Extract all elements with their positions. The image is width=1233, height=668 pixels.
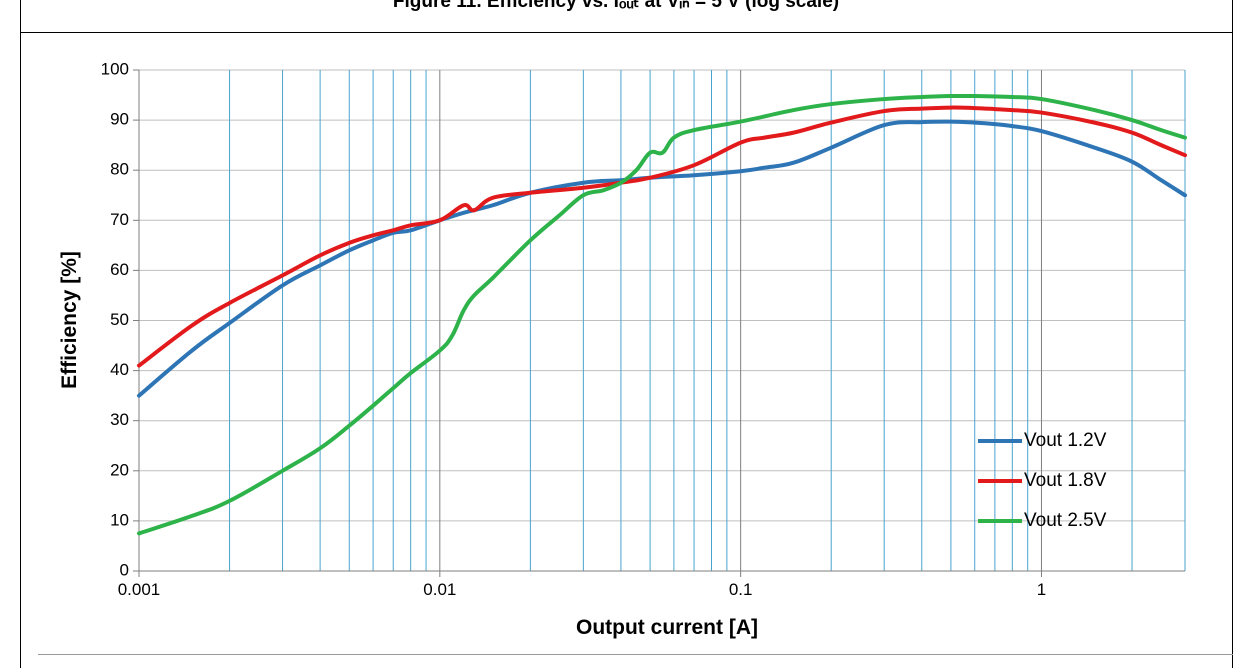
series-line-2 xyxy=(137,105,1187,368)
x-tick-label: 0.1 xyxy=(729,580,753,599)
legend-label: Vout 1.2V xyxy=(1024,430,1107,451)
y-tick-label: 60 xyxy=(110,260,129,279)
x-tick-label: 1 xyxy=(1037,580,1046,599)
y-tick-label: 20 xyxy=(110,460,129,479)
y-tick-label: 30 xyxy=(110,410,129,429)
y-tick-label: 40 xyxy=(110,360,129,379)
y-tick-label: 50 xyxy=(110,310,129,329)
y-tick-label: 90 xyxy=(110,110,129,129)
x-axis-title: Output current [A] xyxy=(576,616,758,639)
y-tick-label: 70 xyxy=(110,210,129,229)
grid-lines xyxy=(138,69,1186,572)
axes: 0 10 20 30 40 50 60 70 80 90 100 0.001 0.01 0.1 1 xyxy=(101,59,1185,599)
series-line-3 xyxy=(137,93,1187,536)
chart-title: Figure 11. Efficiency vs. Iₒᵤₜ at Vᵢₙ = … xyxy=(393,0,839,12)
x-tick-label: 0.01 xyxy=(423,580,456,599)
legend: Vout 1.2V Vout 1.8V Vout 2.5V xyxy=(978,430,1107,531)
legend-label: Vout 1.8V xyxy=(1024,470,1107,491)
y-tick-label: 80 xyxy=(110,160,129,179)
x-tick-label: 0.001 xyxy=(118,580,161,599)
data-series xyxy=(137,93,1187,536)
y-tick-label: 100 xyxy=(101,59,129,78)
legend-label: Vout 2.5V xyxy=(1024,510,1107,531)
y-tick-label: 10 xyxy=(110,510,129,529)
series-line-1 xyxy=(137,119,1187,398)
y-axis-title: Efficiency [%] xyxy=(58,251,81,389)
y-tick-label: 0 xyxy=(120,560,129,579)
